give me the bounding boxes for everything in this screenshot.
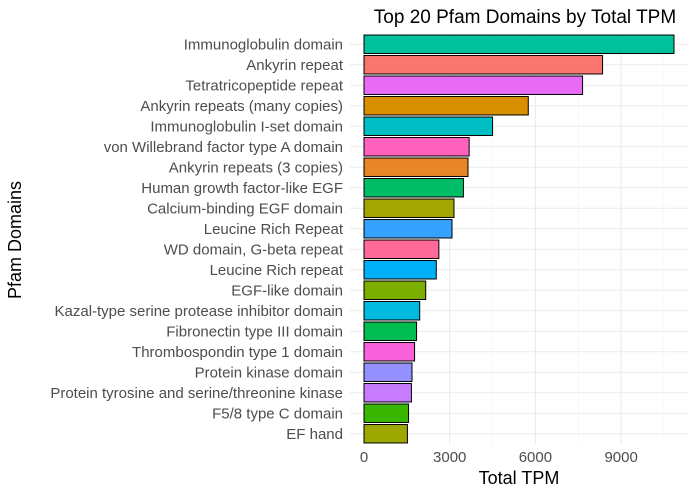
y-axis-title: Pfam Domains: [5, 181, 25, 299]
bar: [363, 280, 427, 300]
bar: [363, 55, 604, 75]
bar: [363, 198, 455, 218]
bar: [363, 219, 453, 239]
bar: [363, 424, 408, 444]
y-axis-tick-labels: Immunoglobulin domain Ankyrin repeat Tetra…: [50, 36, 344, 443]
y-tick-label: Protein tyrosine and serine/threonine ki…: [50, 385, 343, 402]
bar: [363, 362, 413, 382]
y-tick-label: EGF-like domain: [231, 282, 343, 299]
y-tick-label: Immunoglobulin I-set domain: [150, 118, 343, 135]
y-tick-label: Ankyrin repeats (many copies): [140, 98, 343, 115]
bar: [363, 137, 470, 157]
y-tick-label: F5/8 type C domain: [212, 405, 343, 422]
chart-title: Top 20 Pfam Domains by Total TPM: [374, 7, 676, 28]
x-tick-label: 9000: [604, 449, 637, 466]
y-tick-label: Human growth factor-like EGF: [141, 180, 343, 197]
x-tick-label: 3000: [433, 449, 466, 466]
bar: [363, 383, 412, 403]
y-tick-label: Leucine Rich repeat: [210, 262, 344, 279]
y-tick-label: Ankyrin repeats (3 copies): [169, 159, 343, 176]
bar: [363, 403, 410, 423]
bar: [363, 34, 675, 54]
y-tick-label: Leucine Rich Repeat: [204, 221, 344, 238]
bar: [363, 260, 437, 280]
y-tick-label: WD domain, G-beta repeat: [164, 241, 344, 258]
y-tick-label: Immunoglobulin domain: [184, 36, 343, 53]
x-tick-label: 6000: [519, 449, 552, 466]
x-axis-tick-labels: 0 3000 6000 9000: [360, 449, 638, 466]
bar: [363, 96, 529, 116]
y-tick-label: Fibronectin type III domain: [166, 323, 343, 340]
y-tick-label: Protein kinase domain: [195, 364, 343, 381]
bar: [363, 301, 421, 321]
x-tick-label: 0: [360, 449, 368, 466]
y-tick-label: EF hand: [286, 426, 343, 443]
y-tick-label: Ankyrin repeat: [246, 57, 344, 74]
bar: [363, 116, 494, 136]
bar: [363, 178, 464, 198]
x-axis-title: Total TPM: [479, 468, 560, 488]
bar: [363, 75, 584, 95]
bar: [363, 321, 418, 341]
y-tick-label: Thrombospondin type 1 domain: [132, 344, 343, 361]
y-tick-label: Tetratricopeptide repeat: [185, 77, 343, 94]
bars: [363, 34, 675, 444]
bar: [363, 239, 440, 259]
grid-lines: [350, 34, 688, 444]
y-tick-label: Kazal-type serine protease inhibitor dom…: [55, 303, 344, 320]
y-tick-label: von Willebrand factor type A domain: [104, 139, 343, 156]
bar: [363, 157, 469, 177]
y-tick-label: Calcium-binding EGF domain: [147, 200, 343, 217]
bar: [363, 342, 416, 362]
